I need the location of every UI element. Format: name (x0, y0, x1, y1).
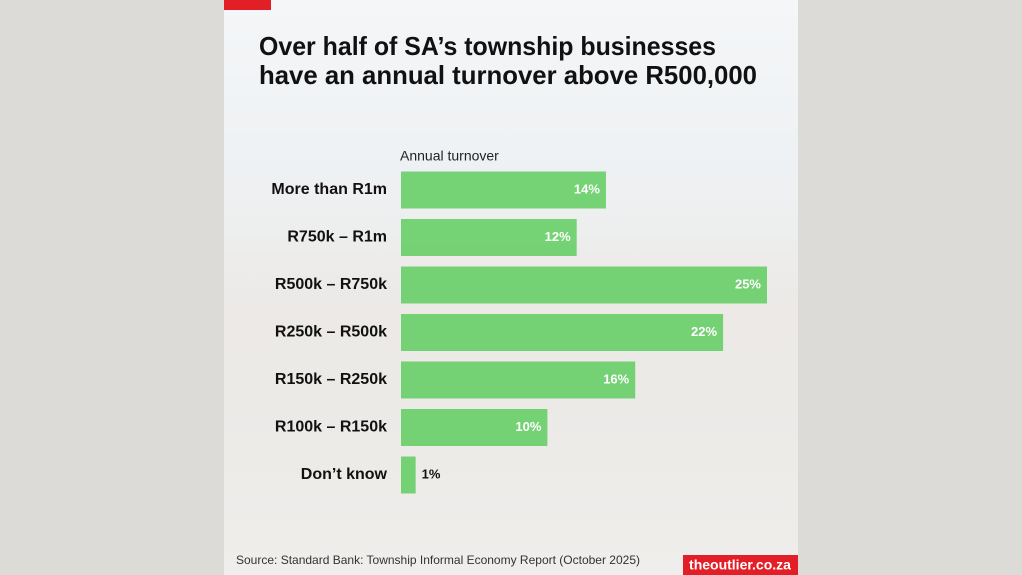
value-label: 10% (515, 419, 541, 434)
brand-box (683, 555, 798, 575)
category-label: R500k – R750k (275, 276, 387, 293)
chart-title: Over half of SA’s township businesses (259, 31, 716, 61)
category-label: R250k – R500k (275, 324, 387, 341)
bar (401, 171, 606, 209)
value-label: 25% (735, 276, 761, 291)
value-label: 12% (545, 229, 571, 244)
value-label: 14% (574, 181, 600, 196)
category-label: More than R1m (271, 181, 387, 198)
value-label: 16% (603, 371, 629, 386)
bar (401, 456, 416, 494)
axis-label: Annual turnover (400, 148, 499, 164)
bar (401, 361, 636, 399)
bar (401, 409, 548, 446)
bar (401, 314, 724, 351)
bar (401, 219, 577, 256)
category-label: R100k – R150k (275, 419, 387, 436)
source: Source: Standard Bank: Township Informal… (236, 553, 640, 567)
category-label: R750k – R1m (287, 229, 387, 246)
tag (224, 0, 271, 10)
value-label: 22% (691, 324, 717, 339)
category-label: Don’t know (301, 466, 388, 483)
value-label: 1% (422, 466, 441, 481)
brand: theoutlier.co.za (689, 557, 791, 573)
bar (401, 266, 767, 304)
chart-title: have an annual turnover above R500,000 (259, 60, 757, 90)
category-label: R150k – R250k (275, 371, 387, 388)
